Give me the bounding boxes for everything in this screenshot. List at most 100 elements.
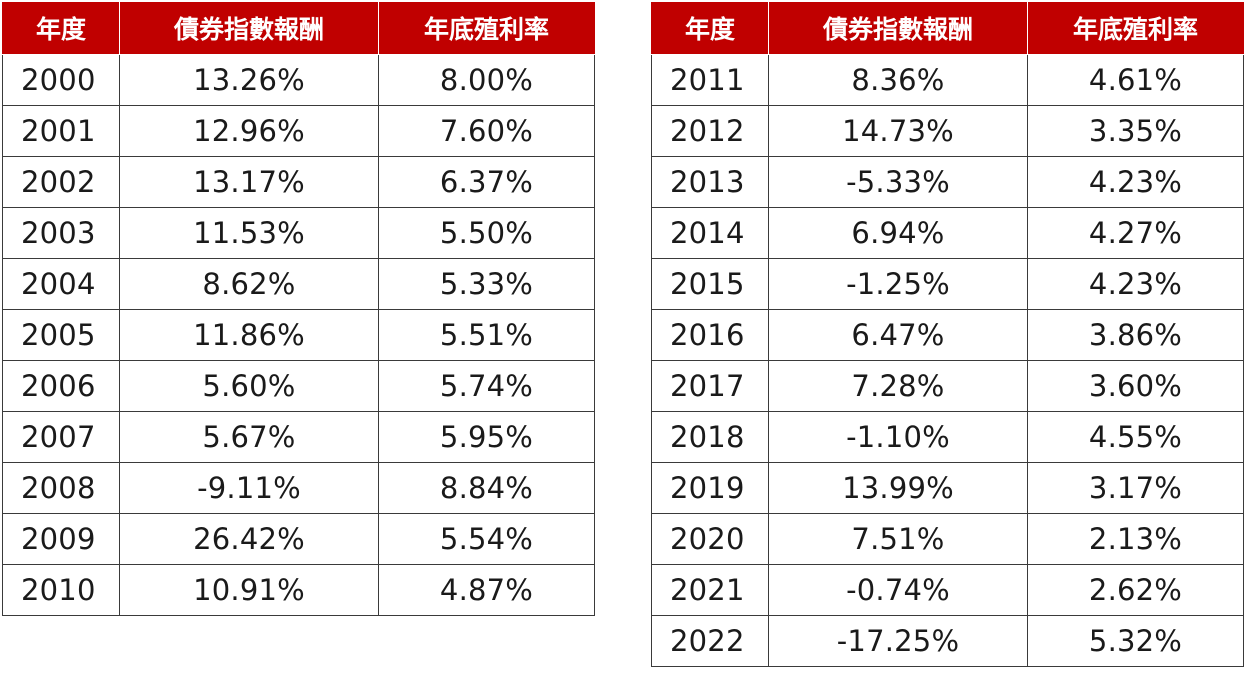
year-cell: 2011 [651,54,769,106]
year-cell: 2001 [2,105,120,157]
bond-index-return-cell: 26.42% [119,513,379,565]
bond-index-return-cell: -17.25% [768,615,1028,667]
table-row: 2001 12.96% 7.60% [2,105,595,157]
table-row: 2013 -5.33% 4.23% [651,156,1244,208]
bond-index-return-cell: 5.60% [119,360,379,412]
bond-index-return-cell: 8.62% [119,258,379,310]
year-end-yield-cell: 5.33% [378,258,595,310]
bond-index-return-cell: -0.74% [768,564,1028,616]
bond-index-return-cell: 13.99% [768,462,1028,514]
year-cell: 2003 [2,207,120,259]
year-end-yield-cell: 5.95% [378,411,595,463]
year-cell: 2013 [651,156,769,208]
year-end-yield-cell: 5.50% [378,207,595,259]
year-end-yield-cell: 3.17% [1027,462,1244,514]
bond-index-return-cell: 6.47% [768,309,1028,361]
table-row: 2016 6.47% 3.86% [651,309,1244,361]
year-cell: 2019 [651,462,769,514]
year-cell: 2009 [2,513,120,565]
year-end-yield-cell: 8.84% [378,462,595,514]
bond-index-return-cell: 11.86% [119,309,379,361]
bond-index-return-cell: -1.25% [768,258,1028,310]
table-row: 2002 13.17% 6.37% [2,156,595,208]
year-cell: 2008 [2,462,120,514]
year-end-yield-cell: 4.23% [1027,156,1244,208]
bond-index-return-cell: 7.51% [768,513,1028,565]
year-end-yield-cell: 2.13% [1027,513,1244,565]
year-cell: 2006 [2,360,120,412]
table-row: 2009 26.42% 5.54% [2,513,595,565]
year-cell: 2007 [2,411,120,463]
table-row: 2003 11.53% 5.50% [2,207,595,259]
year-cell: 2012 [651,105,769,157]
header-year: 年度 [2,2,120,55]
bond-index-return-cell: 13.17% [119,156,379,208]
bond-index-return-cell: 8.36% [768,54,1028,106]
bond-index-return-cell: -1.10% [768,411,1028,463]
year-cell: 2018 [651,411,769,463]
year-end-yield-cell: 3.35% [1027,105,1244,157]
bond-returns-table-left: 年度 債券指數報酬 年底殖利率 2000 13.26% 8.00% 2001 12.96… [2,2,595,616]
bond-index-return-cell: 5.67% [119,411,379,463]
table-row: 2017 7.28% 3.60% [651,360,1244,412]
bond-index-return-cell: 10.91% [119,564,379,616]
bond-index-return-cell: 12.96% [119,105,379,157]
year-end-yield-cell: 4.55% [1027,411,1244,463]
table-row: 2005 11.86% 5.51% [2,309,595,361]
bond-returns-table-right: 年度 債券指數報酬 年底殖利率 2011 8.36% 4.61% 2012 14.73%… [651,2,1244,667]
bond-index-return-cell: -5.33% [768,156,1028,208]
year-end-yield-cell: 5.74% [378,360,595,412]
bond-index-return-cell: 13.26% [119,54,379,106]
table-row: 2006 5.60% 5.74% [2,360,595,412]
year-end-yield-cell: 4.27% [1027,207,1244,259]
year-cell: 2017 [651,360,769,412]
bond-index-return-cell: 11.53% [119,207,379,259]
header-row: 年度 債券指數報酬 年底殖利率 [651,2,1244,55]
year-cell: 2022 [651,615,769,667]
year-end-yield-cell: 6.37% [378,156,595,208]
year-end-yield-cell: 3.60% [1027,360,1244,412]
year-cell: 2014 [651,207,769,259]
bond-index-return-cell: 6.94% [768,207,1028,259]
table-row: 2019 13.99% 3.17% [651,462,1244,514]
year-end-yield-cell: 8.00% [378,54,595,106]
year-cell: 2020 [651,513,769,565]
bond-index-return-cell: 7.28% [768,360,1028,412]
year-cell: 2021 [651,564,769,616]
bond-index-return-cell: 14.73% [768,105,1028,157]
year-end-yield-cell: 5.54% [378,513,595,565]
table-row: 2010 10.91% 4.87% [2,564,595,616]
year-end-yield-cell: 4.87% [378,564,595,616]
header-row: 年度 債券指數報酬 年底殖利率 [2,2,595,55]
table-row: 2021 -0.74% 2.62% [651,564,1244,616]
table-row: 2000 13.26% 8.00% [2,54,595,106]
header-bond-index-return: 債券指數報酬 [119,2,379,55]
table-row: 2008 -9.11% 8.84% [2,462,595,514]
year-cell: 2005 [2,309,120,361]
header-year: 年度 [651,2,769,55]
year-cell: 2016 [651,309,769,361]
header-bond-index-return: 債券指數報酬 [768,2,1028,55]
year-end-yield-cell: 7.60% [378,105,595,157]
year-cell: 2010 [2,564,120,616]
bond-index-return-cell: -9.11% [119,462,379,514]
table-row: 2004 8.62% 5.33% [2,258,595,310]
table-row: 2022 -17.25% 5.32% [651,615,1244,667]
year-end-yield-cell: 2.62% [1027,564,1244,616]
table-row: 2007 5.67% 5.95% [2,411,595,463]
table-row: 2012 14.73% 3.35% [651,105,1244,157]
year-end-yield-cell: 3.86% [1027,309,1244,361]
year-end-yield-cell: 4.23% [1027,258,1244,310]
table-row: 2011 8.36% 4.61% [651,54,1244,106]
year-end-yield-cell: 5.32% [1027,615,1244,667]
table-row: 2015 -1.25% 4.23% [651,258,1244,310]
table-row: 2014 6.94% 4.27% [651,207,1244,259]
year-end-yield-cell: 5.51% [378,309,595,361]
header-year-end-yield: 年底殖利率 [378,2,595,55]
year-cell: 2015 [651,258,769,310]
year-cell: 2004 [2,258,120,310]
year-end-yield-cell: 4.61% [1027,54,1244,106]
year-cell: 2000 [2,54,120,106]
header-year-end-yield: 年底殖利率 [1027,2,1244,55]
table-row: 2018 -1.10% 4.55% [651,411,1244,463]
